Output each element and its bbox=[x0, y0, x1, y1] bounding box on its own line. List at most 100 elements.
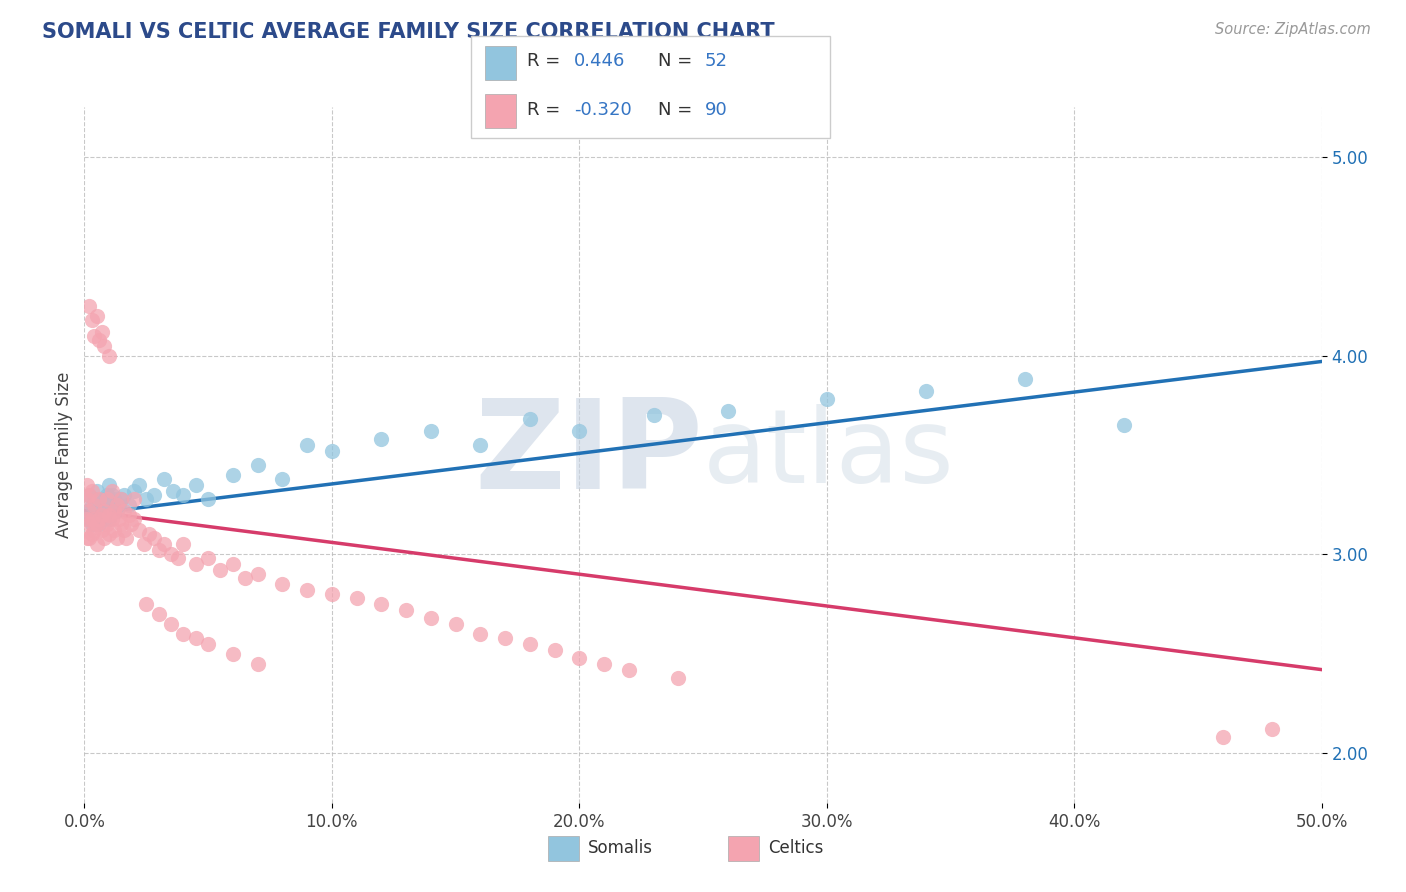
Point bbox=[98, 527, 121, 541]
Point bbox=[90, 491, 112, 506]
Point bbox=[96, 503, 118, 517]
Point bbox=[184, 558, 207, 572]
Point bbox=[83, 508, 105, 522]
Point bbox=[152, 537, 174, 551]
Point bbox=[110, 491, 132, 506]
Text: Source: ZipAtlas.com: Source: ZipAtlas.com bbox=[1215, 22, 1371, 37]
Text: 52: 52 bbox=[704, 53, 727, 70]
Point bbox=[79, 511, 101, 525]
Point bbox=[321, 444, 343, 458]
Point bbox=[105, 503, 128, 517]
Point bbox=[80, 511, 103, 525]
Point bbox=[98, 511, 121, 525]
Point bbox=[79, 299, 101, 313]
Point bbox=[120, 517, 142, 532]
Point bbox=[90, 325, 112, 339]
Point bbox=[184, 477, 207, 491]
Point bbox=[209, 563, 232, 577]
Point bbox=[395, 603, 418, 617]
Point bbox=[105, 532, 128, 546]
Text: N =: N = bbox=[658, 101, 697, 119]
Point bbox=[79, 532, 101, 546]
Point bbox=[98, 508, 121, 522]
Point bbox=[86, 309, 108, 323]
Point bbox=[79, 488, 101, 502]
Text: Somalis: Somalis bbox=[588, 839, 652, 857]
Point bbox=[98, 349, 121, 363]
Point bbox=[98, 477, 121, 491]
Point bbox=[152, 472, 174, 486]
Point bbox=[295, 438, 318, 452]
Point bbox=[93, 498, 115, 512]
Text: Celtics: Celtics bbox=[768, 839, 823, 857]
Point bbox=[1261, 723, 1284, 737]
Point bbox=[122, 483, 145, 498]
Point bbox=[108, 498, 131, 512]
Point bbox=[89, 517, 111, 532]
Point bbox=[76, 503, 98, 517]
Point bbox=[83, 491, 105, 506]
Point bbox=[346, 591, 368, 605]
Point bbox=[321, 587, 343, 601]
Point bbox=[519, 412, 541, 426]
Point bbox=[128, 524, 150, 538]
Point bbox=[93, 532, 115, 546]
Point bbox=[96, 517, 118, 532]
Point bbox=[593, 657, 616, 671]
Point bbox=[76, 491, 98, 506]
Point bbox=[914, 384, 936, 399]
Point bbox=[79, 503, 101, 517]
Point bbox=[93, 338, 115, 352]
Point bbox=[233, 571, 256, 585]
Point bbox=[89, 511, 111, 525]
Point bbox=[128, 477, 150, 491]
Point bbox=[160, 547, 183, 561]
Point bbox=[184, 631, 207, 645]
Point bbox=[135, 597, 157, 611]
Y-axis label: Average Family Size: Average Family Size bbox=[55, 372, 73, 538]
Point bbox=[172, 627, 194, 641]
Point bbox=[135, 491, 157, 506]
Text: 0.446: 0.446 bbox=[574, 53, 626, 70]
Text: R =: R = bbox=[527, 101, 567, 119]
Text: SOMALI VS CELTIC AVERAGE FAMILY SIZE CORRELATION CHART: SOMALI VS CELTIC AVERAGE FAMILY SIZE COR… bbox=[42, 22, 775, 42]
Point bbox=[86, 517, 108, 532]
Point bbox=[79, 488, 101, 502]
Point bbox=[76, 532, 98, 546]
Point bbox=[80, 517, 103, 532]
Point bbox=[568, 650, 591, 665]
Point bbox=[96, 491, 118, 506]
Point bbox=[112, 524, 135, 538]
Point bbox=[89, 491, 111, 506]
Point bbox=[132, 537, 155, 551]
Point bbox=[90, 508, 112, 522]
Text: 90: 90 bbox=[704, 101, 727, 119]
Point bbox=[419, 611, 441, 625]
Point bbox=[197, 491, 219, 506]
Point bbox=[271, 577, 294, 591]
Point bbox=[98, 491, 121, 506]
Text: R =: R = bbox=[527, 53, 567, 70]
Point bbox=[80, 483, 103, 498]
Point bbox=[100, 488, 122, 502]
Point bbox=[197, 551, 219, 566]
Point bbox=[83, 328, 105, 343]
Point bbox=[100, 511, 122, 525]
Point bbox=[80, 527, 103, 541]
Point bbox=[118, 498, 141, 512]
Point bbox=[115, 532, 138, 546]
Point bbox=[142, 532, 165, 546]
Point bbox=[197, 637, 219, 651]
Text: -0.320: -0.320 bbox=[574, 101, 631, 119]
Point bbox=[80, 498, 103, 512]
Point bbox=[83, 498, 105, 512]
Point bbox=[148, 543, 170, 558]
Point bbox=[86, 483, 108, 498]
Point bbox=[444, 616, 467, 631]
Point bbox=[86, 511, 108, 525]
Point bbox=[148, 607, 170, 621]
Point bbox=[162, 483, 184, 498]
Point bbox=[543, 642, 565, 657]
Point bbox=[122, 491, 145, 506]
Point bbox=[519, 637, 541, 651]
